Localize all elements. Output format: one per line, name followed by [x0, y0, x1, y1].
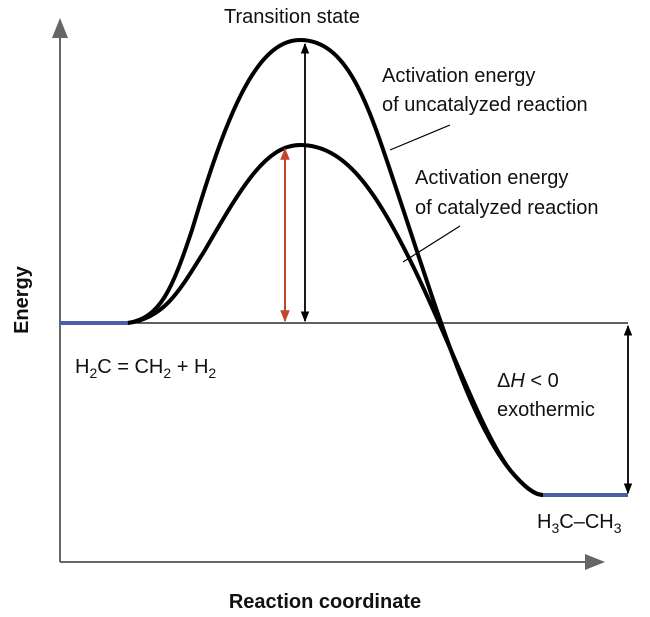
text-part: C–CH	[559, 511, 613, 533]
leader-line	[402, 225, 461, 263]
text-part: 2	[163, 365, 171, 381]
enthalpy-label: ΔH < 0	[497, 370, 559, 392]
text-part: H	[510, 370, 525, 392]
text-part: 2	[208, 365, 216, 381]
text-part: 3	[551, 520, 559, 536]
enthalpy-note: exothermic	[497, 399, 595, 421]
reactants-label: H2C = CH2 + H2	[75, 356, 216, 381]
catalyzed-curve	[127, 142, 544, 497]
transition-state-label: Transition state	[224, 6, 360, 28]
text-part: + H	[171, 356, 208, 378]
products-label: H3C–CH3	[537, 511, 622, 536]
catalyzed-label: of catalyzed reaction	[415, 197, 598, 219]
text-part: C = CH	[97, 356, 163, 378]
text-part: < 0	[525, 370, 559, 392]
uncatalyzed-label: of uncatalyzed reaction	[382, 94, 588, 116]
catalyzed-label: Activation energy	[415, 167, 568, 189]
leader-line	[389, 124, 451, 151]
uncatalyzed-label: Activation energy	[382, 65, 535, 87]
x-axis-label: Reaction coordinate	[229, 591, 421, 613]
text-part: Δ	[497, 370, 510, 392]
text-part: H	[75, 356, 89, 378]
text-part: H	[537, 511, 551, 533]
text-part: 3	[614, 520, 622, 536]
text-part: 2	[89, 365, 97, 381]
y-axis-label: Energy	[11, 265, 33, 334]
